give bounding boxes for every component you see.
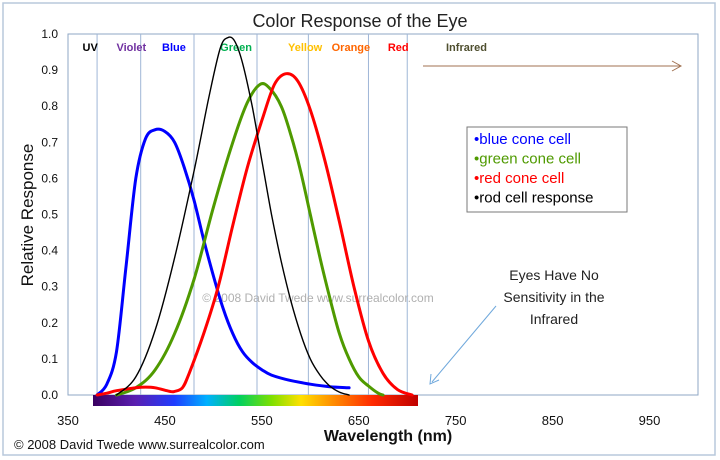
x-axis-label: Wavelength (nm) [324, 428, 452, 445]
legend: •blue cone cell•green cone cell•red cone… [466, 126, 628, 213]
band-label-green: Green [220, 42, 252, 54]
annotation-line-3: Infrared [530, 311, 578, 327]
band-label-orange: Orange [332, 42, 371, 54]
y-axis-label: Relative Response [18, 144, 37, 287]
x-tick-label: 450 [154, 413, 176, 428]
annotation: Eyes Have No Sensitivity in the Infrared [429, 267, 605, 385]
x-tick-label: 350 [57, 413, 79, 428]
band-label-red: Red [388, 42, 409, 54]
legend-label: green cone cell [479, 151, 581, 168]
y-tick-label: 0.9 [41, 63, 58, 77]
annotation-arrow-head [429, 373, 440, 385]
annotation-line-2: Sensitivity in the [503, 289, 604, 305]
legend-item-rod-cell-response: •rod cell response [474, 190, 594, 207]
band-label-infrared: Infrared [446, 42, 487, 54]
spectrum-bar [93, 395, 418, 406]
series-line-red-cone-cell [95, 72, 414, 397]
y-tick-label: 0.7 [41, 135, 58, 149]
series-layer [95, 36, 414, 397]
legend-item-green-cone-cell: •green cone cell [474, 151, 581, 168]
band-label-yellow: Yellow [288, 42, 323, 54]
series-line-blue-cone-cell [95, 127, 351, 397]
band-label-violet: Violet [116, 42, 146, 54]
y-tick-label: 0.4 [41, 244, 58, 258]
legend-label: rod cell response [479, 190, 593, 207]
plot-area [67, 33, 699, 396]
legend-bullet: • [474, 170, 479, 187]
band-label-uv: UV [83, 42, 99, 54]
x-tick-label: 650 [348, 413, 370, 428]
legend-item-red-cone-cell: •red cone cell [474, 170, 564, 187]
band-labels: UV Violet Blue Green Yellow Orange Red Infrared [83, 42, 487, 54]
annotation-arrow [431, 305, 497, 383]
band-boundaries [96, 34, 408, 395]
y-tick-label: 0.8 [41, 99, 58, 113]
x-axis-ticks: 350 450 550 650 750 850 950 [57, 413, 660, 428]
watermark-text: © 2008 David Twede www.surrealcolor.com [202, 291, 433, 305]
infrared-arrow-head [671, 60, 683, 72]
y-tick-label: 0.6 [41, 171, 58, 185]
x-tick-label: 550 [251, 413, 273, 428]
chart-title: Color Response of the Eye [252, 11, 467, 31]
annotation-line-1: Eyes Have No [509, 267, 599, 283]
series-line-green-cone-cell [115, 82, 385, 397]
x-tick-label: 750 [445, 413, 467, 428]
legend-bullet: • [474, 190, 479, 207]
y-tick-label: 0.3 [41, 280, 58, 294]
footer-credit: © 2008 David Twede www.surrealcolor.com [14, 437, 265, 452]
y-axis-ticks: 0.0 0.1 0.2 0.3 0.4 0.5 0.6 0.7 0.8 0.9 1.0 [41, 27, 58, 402]
y-tick-label: 1.0 [41, 27, 58, 41]
y-tick-label: 0.5 [41, 208, 58, 222]
legend-label: blue cone cell [479, 131, 571, 148]
legend-bullet: • [474, 151, 479, 168]
y-tick-label: 0.0 [41, 388, 58, 402]
x-tick-label: 950 [639, 413, 661, 428]
legend-label: red cone cell [479, 170, 564, 187]
y-tick-label: 0.2 [41, 316, 58, 330]
legend-bullet: • [474, 131, 479, 148]
legend-box [466, 126, 628, 213]
y-tick-label: 0.1 [41, 352, 58, 366]
legend-item-blue-cone-cell: •blue cone cell [474, 131, 571, 148]
series-line-rod-cell-response [115, 36, 350, 396]
x-tick-label: 850 [542, 413, 564, 428]
band-label-blue: Blue [162, 42, 186, 54]
outer-frame [2, 2, 716, 456]
